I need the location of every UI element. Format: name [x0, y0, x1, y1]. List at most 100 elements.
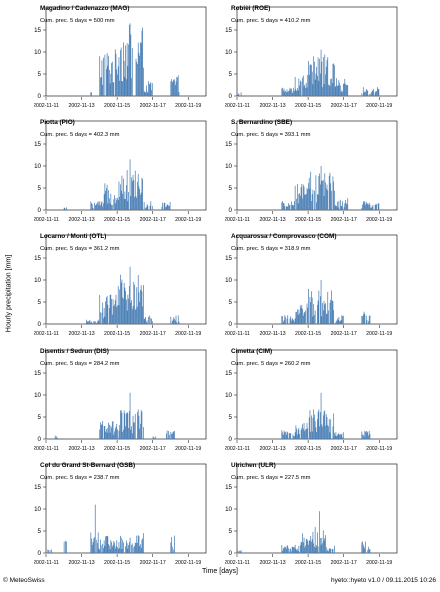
precip-bar [366, 90, 368, 96]
precip-bar [115, 53, 117, 96]
precip-bar [91, 321, 92, 324]
precip-bar [114, 195, 115, 210]
precip-bar [128, 286, 130, 324]
precip-bar [323, 84, 325, 96]
precip-bar [322, 180, 323, 210]
precip-bar [310, 302, 312, 324]
precip-bar [107, 65, 109, 96]
station-title: Locarno / Monti (OTL) [40, 232, 107, 240]
precip-bar [288, 548, 289, 553]
precip-bar [151, 90, 152, 96]
precip-bar [294, 90, 295, 96]
precip-bar [121, 81, 123, 96]
precip-bar [125, 546, 126, 553]
precip-bars [281, 392, 371, 439]
precip-bar [148, 315, 150, 324]
precip-bar [368, 315, 370, 324]
precip-bar [127, 548, 129, 553]
precip-bar [371, 206, 373, 210]
precip-bar [323, 411, 325, 439]
x-tick-label: 2002-11-15 [295, 331, 321, 337]
precip-bar [174, 320, 176, 324]
precip-bar [311, 539, 313, 553]
precip-bar [334, 545, 335, 553]
precip-bar [130, 195, 132, 210]
precip-bar [337, 435, 338, 439]
precip-bar [103, 57, 104, 96]
precip-bar [365, 91, 366, 96]
precip-bar [335, 432, 337, 439]
x-tick-label: 2002-11-15 [295, 446, 321, 452]
precip-bar [173, 79, 175, 96]
precip-bar [327, 425, 329, 439]
precip-bar [124, 287, 126, 324]
x-tick-label: 2002-11-17 [140, 446, 166, 452]
precip-bar [372, 91, 374, 96]
station-title: Cimetta (CIM) [231, 347, 273, 355]
precip-bar [65, 540, 66, 553]
precip-bar [322, 543, 323, 553]
precip-bar [100, 539, 101, 553]
precip-bar [110, 540, 112, 553]
precip-bar [123, 178, 124, 210]
precip-bar [103, 194, 105, 210]
precip-bar [166, 204, 168, 210]
precip-bar [163, 202, 165, 210]
precip-bar [336, 205, 337, 210]
precip-bar [95, 204, 97, 210]
precip-bar [102, 206, 104, 210]
precip-bar [114, 548, 116, 553]
precip-bar [337, 85, 338, 96]
precip-bar [169, 201, 171, 210]
station-title: Piotta (PIO) [40, 118, 75, 126]
precip-bar [134, 170, 136, 210]
precip-bar [341, 315, 343, 324]
y-tick-label: 5 [229, 71, 233, 78]
precip-bar [141, 291, 143, 324]
precip-bar [317, 76, 318, 96]
precip-bar [139, 189, 141, 210]
precip-bar [361, 542, 363, 553]
precip-chart-3: 0 5 10 15 2002-11-11 2002-11-13 2002-11-15 2002… [225, 120, 398, 223]
precip-bar [334, 86, 336, 96]
precip-bar [330, 419, 332, 439]
precip-bar [335, 86, 337, 96]
precip-bar [92, 207, 94, 210]
precip-bar [137, 64, 138, 96]
precip-bar [99, 429, 101, 439]
precip-bar [343, 207, 345, 210]
precip-bar [307, 189, 309, 210]
precip-bar [168, 434, 170, 439]
precip-bar [299, 434, 300, 439]
precip-bar [325, 303, 326, 324]
precip-bar [345, 84, 347, 96]
precip-bar [145, 92, 146, 96]
precip-bar [63, 207, 65, 210]
y-tick-label: 0 [229, 207, 233, 214]
cumulative-precip-label: Cum. prec. 5 days = 500 mm [40, 18, 115, 24]
y-tick-label: 0 [38, 321, 42, 328]
precip-bar [94, 504, 96, 553]
precip-bar [327, 292, 329, 324]
precip-bar [305, 538, 307, 553]
precip-bar [319, 511, 320, 553]
precip-bar [131, 426, 132, 439]
precip-bar [103, 540, 105, 553]
precip-bar [123, 298, 124, 324]
precip-bar [120, 282, 122, 324]
precip-bar [365, 315, 367, 324]
precip-bar [338, 433, 340, 439]
y-tick-label: 10 [34, 163, 41, 170]
precip-bar [361, 431, 363, 439]
precip-bar [134, 414, 136, 439]
precip-bar [362, 434, 363, 439]
precip-bar [376, 204, 377, 210]
precip-bar [368, 94, 370, 96]
precip-bar [332, 548, 334, 553]
x-tick-label: 2002-11-19 [366, 217, 392, 223]
precip-bar [322, 310, 324, 324]
precip-bar [322, 179, 324, 210]
precip-bar [123, 542, 124, 553]
precip-bar [172, 80, 174, 96]
precip-bar [329, 302, 331, 324]
